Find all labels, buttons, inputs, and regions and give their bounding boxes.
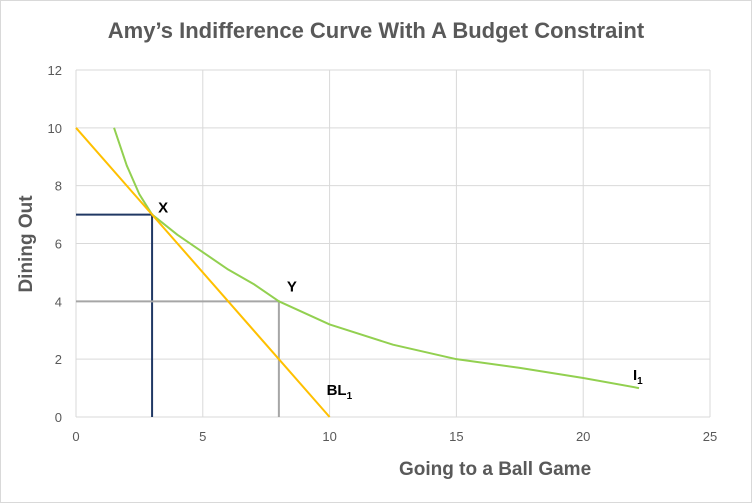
reference-line-x [76, 213, 154, 417]
tick-labels: 0 5 10 15 20 25 0 2 4 6 8 10 12 [48, 63, 718, 444]
annotation-x: X [158, 200, 168, 217]
x-tick-label: 25 [703, 429, 717, 444]
grid-lines [75, 69, 711, 418]
annotation-i1: I1 [633, 367, 643, 387]
chart-title: Amy’s Indifference Curve With A Budget C… [107, 18, 645, 43]
x-tick-label: 20 [576, 429, 590, 444]
annotation-labels: X Y I1 BL1 [158, 200, 643, 402]
y-tick-label: 4 [55, 294, 62, 309]
annotation-bl1: BL1 [327, 382, 353, 402]
y-tick-label: 10 [48, 121, 62, 136]
y-tick-label: 2 [55, 352, 62, 367]
annotation-y: Y [287, 278, 297, 295]
x-tick-label: 10 [322, 429, 336, 444]
x-tick-label: 0 [72, 429, 79, 444]
y-tick-label: 12 [48, 63, 62, 78]
y-tick-label: 8 [55, 179, 62, 194]
x-axis-label: Going to a Ball Game [399, 459, 592, 480]
x-tick-label: 15 [449, 429, 463, 444]
x-tick-label: 5 [199, 429, 206, 444]
series-line-bl1 [75, 127, 331, 418]
y-tick-label: 6 [55, 237, 62, 252]
y-tick-label: 0 [55, 410, 62, 425]
series-lines [75, 127, 640, 418]
series-line-i1 [113, 127, 640, 390]
